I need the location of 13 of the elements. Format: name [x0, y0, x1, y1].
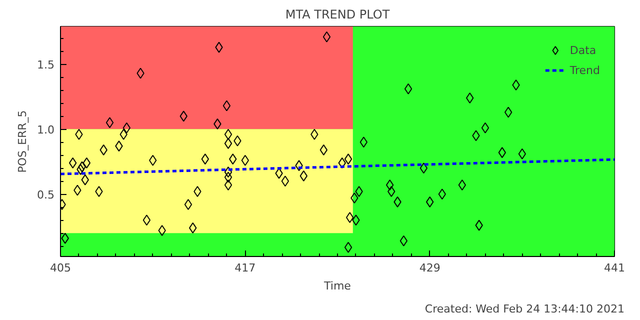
legend-label: Data	[570, 44, 596, 56]
x-tick-label: 429	[419, 262, 440, 274]
y-tick-label: 0.5	[37, 188, 55, 202]
y-axis-title: POS_ERR_5	[16, 110, 30, 173]
chart-title: MTA TREND PLOT	[285, 8, 390, 22]
y-tick-label: 1.5	[37, 58, 55, 72]
legend-label: Trend	[570, 64, 600, 76]
x-tick-label: 441	[604, 262, 625, 274]
text: Created: Wed Feb 24 13:44:10 2021	[424, 302, 625, 316]
x-tick-label: 405	[50, 262, 71, 274]
y-tick-label: 1.0	[37, 124, 55, 137]
x-axis-title: Time	[323, 280, 352, 292]
x-tick-label: 417	[234, 262, 256, 274]
